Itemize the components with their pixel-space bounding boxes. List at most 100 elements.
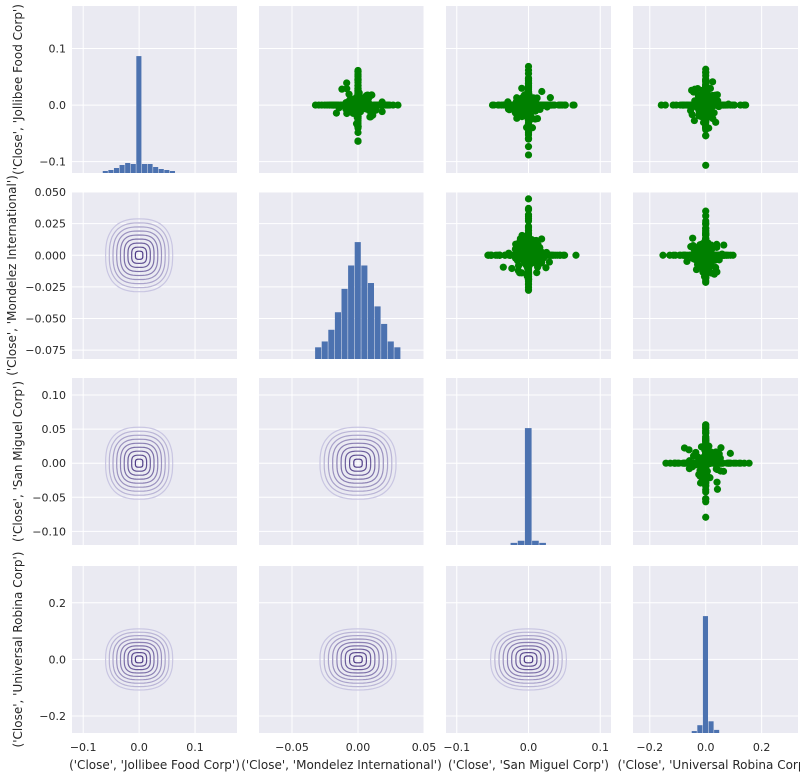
panel-background	[633, 6, 798, 173]
scatter-point	[704, 239, 712, 247]
y-axis-title: ('Close', 'Universal Robina Corp')	[11, 552, 25, 748]
scatter-point	[696, 472, 704, 480]
kde-contour	[319, 426, 397, 500]
scatter-point	[686, 106, 695, 115]
scatter-point	[499, 263, 507, 271]
x-tick-label: −0.1	[70, 741, 97, 754]
scatter-point	[683, 257, 691, 266]
scatter-point	[345, 90, 353, 98]
x-tick-label: 0.05	[412, 741, 437, 754]
histogram-bar	[517, 540, 525, 545]
scatter-point	[726, 449, 734, 457]
scatter-point	[555, 101, 563, 109]
histogram-bar	[381, 323, 388, 359]
scatter-point	[537, 259, 545, 267]
histogram-bar	[714, 729, 720, 733]
histogram-bar	[125, 163, 131, 173]
scatter-point	[709, 114, 717, 123]
scatter-point	[712, 449, 721, 457]
x-tick-label: −0.1	[443, 741, 470, 754]
scatter-point	[515, 251, 523, 259]
kde-contour	[332, 438, 384, 488]
scatter-point	[378, 107, 386, 116]
scatter-point	[559, 251, 567, 259]
scatter-point	[702, 421, 710, 429]
kde-contour	[506, 641, 551, 678]
scatter-point	[702, 124, 710, 132]
scatter-point	[369, 107, 377, 116]
scatter-point	[334, 101, 342, 109]
scatter-point	[702, 513, 710, 521]
scatter-point	[354, 124, 362, 132]
scatter-point	[696, 479, 705, 487]
kde-contour	[319, 628, 397, 691]
scatter-point	[717, 444, 725, 452]
scatter-point	[685, 465, 693, 473]
panel-r1-c0	[72, 191, 237, 359]
panel-r3-c1	[259, 566, 425, 733]
histogram-bar	[341, 288, 348, 359]
histogram-bar	[158, 169, 164, 173]
scatter-point	[524, 204, 533, 213]
panel-r0-c1	[259, 6, 425, 173]
scatter-point	[685, 446, 693, 454]
scatter-point	[702, 219, 710, 227]
scatter-point	[532, 236, 540, 245]
scatter-point	[689, 234, 697, 242]
histogram-bar	[321, 341, 328, 359]
scatter-point	[524, 89, 533, 97]
scatter-point	[535, 251, 543, 259]
scatter-point	[518, 84, 526, 92]
kde-contour	[511, 645, 546, 674]
scatter-point	[354, 72, 362, 81]
panel-content	[659, 207, 737, 286]
panel-r1-c2	[446, 191, 611, 359]
scatter-point	[702, 68, 710, 76]
kde-contour	[116, 230, 163, 281]
x-tick-label: 0.2	[753, 741, 771, 754]
kde-contour	[515, 648, 542, 671]
kde-contour	[112, 434, 166, 492]
scatter-point	[528, 124, 537, 132]
scatter-point	[524, 269, 533, 277]
scatter-point	[689, 241, 697, 250]
scatter-point	[702, 212, 710, 220]
scatter-point	[516, 269, 524, 277]
scatter-point	[569, 101, 577, 109]
scatter-point	[702, 437, 710, 445]
kde-contour	[119, 641, 159, 678]
kde-contour	[123, 645, 155, 674]
y-tick-label: 0.0	[49, 99, 67, 112]
scatter-point	[730, 101, 738, 109]
kde-contour	[336, 641, 380, 678]
scatter-point	[354, 87, 362, 95]
y-tick-label: −0.075	[25, 344, 66, 357]
panel-content	[510, 428, 546, 545]
kde-contour	[127, 450, 151, 476]
kde-contour	[119, 234, 159, 277]
scatter-point	[384, 101, 392, 109]
kde-contour	[353, 458, 363, 468]
histogram-bar	[532, 540, 539, 545]
scatter-point	[703, 459, 712, 467]
panel-background	[259, 566, 424, 733]
panel-content	[489, 628, 567, 691]
histogram-bar	[367, 283, 374, 359]
scatter-point	[508, 264, 516, 273]
x-tick-label: 0.0	[520, 741, 538, 754]
scatter-point	[346, 96, 354, 104]
panel-r1-c1	[259, 191, 425, 359]
panel-r0-c2	[446, 6, 611, 173]
scatter-point	[702, 498, 710, 506]
scatter-point	[524, 235, 533, 243]
scatter-point	[531, 96, 539, 104]
scatter-point	[524, 151, 533, 159]
scatter-point	[524, 212, 533, 221]
y-axis-title: ('Close', 'Jollibee Food Corp')	[11, 4, 25, 175]
y-tick-label: 0.00	[42, 457, 67, 470]
x-tick-label: −0.2	[636, 741, 663, 754]
x-axis-title: ('Close', 'Jollibee Food Corp')	[69, 758, 240, 772]
scatter-point	[524, 143, 533, 151]
kde-contour	[116, 638, 163, 681]
